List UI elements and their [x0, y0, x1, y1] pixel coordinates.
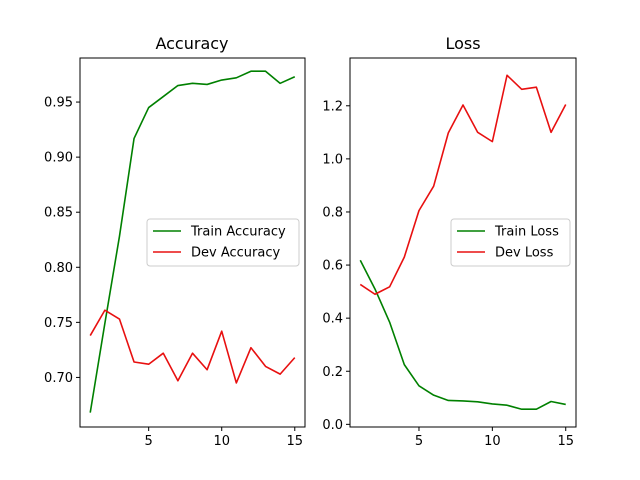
loss-legend: Train Loss Dev Loss	[450, 218, 571, 267]
y-tick-label: 0.2	[322, 365, 343, 380]
x-tick-label: 15	[557, 434, 574, 449]
legend-label-dev-loss: Dev Loss	[495, 246, 554, 261]
accuracy-subplot: Accuracy 5 10 15 0.700.750.800.850.900.95 …	[44, 34, 306, 449]
loss-axes-frame	[349, 57, 577, 428]
x-tick-label: 5	[415, 434, 423, 449]
loss-y-axis: 0.0 0.2 0.4 0.6 0.8 1.0 1.2	[322, 99, 350, 433]
y-tick-label: 0.8	[322, 205, 343, 220]
legend-label-train-loss: Train Loss	[494, 225, 559, 240]
accuracy-y-axis: 0.70 0.75 0.80 0.85 0.90 0.95	[44, 96, 80, 386]
series-line-train-accuracy	[89, 70, 296, 413]
y-tick-label: 0.95	[44, 96, 73, 111]
series-line-dev-accuracy	[89, 309, 296, 384]
accuracy-axes-frame	[79, 57, 306, 428]
legend-label-dev-accuracy: Dev Accuracy	[191, 246, 280, 261]
loss-subplot: Loss 5 10 15 0.0 0.2 0.4 0.6 0.8 1.0 1.2 Train L…	[322, 34, 577, 449]
x-tick-label: 10	[484, 434, 501, 449]
loss-x-axis: 5 10 15	[415, 427, 574, 449]
accuracy-x-axis: 5 10 15	[145, 427, 303, 449]
y-tick-label: 0.85	[44, 206, 73, 221]
y-tick-label: 0.75	[44, 316, 73, 331]
y-tick-label: 0.90	[44, 151, 73, 166]
y-tick-label: 0.0	[322, 418, 343, 433]
accuracy-lines	[89, 70, 296, 413]
series-line-train-loss	[359, 259, 566, 411]
loss-lines	[359, 74, 567, 411]
y-tick-label: 0.4	[322, 312, 343, 327]
x-tick-label: 10	[213, 434, 230, 449]
y-tick-label: 0.80	[44, 261, 73, 276]
accuracy-legend: Train Accuracy Dev Accuracy	[146, 218, 300, 267]
x-tick-label: 5	[145, 434, 153, 449]
y-tick-label: 0.6	[322, 259, 343, 274]
loss-title: Loss	[445, 34, 480, 53]
series-line-dev-loss	[359, 74, 567, 296]
y-tick-label: 0.70	[44, 371, 73, 386]
x-tick-label: 15	[286, 434, 303, 449]
y-tick-label: 1.2	[322, 99, 343, 114]
legend-label-train-accuracy: Train Accuracy	[190, 225, 286, 240]
y-tick-label: 1.0	[322, 152, 343, 167]
accuracy-legend-box	[146, 218, 300, 267]
accuracy-title: Accuracy	[155, 34, 228, 53]
